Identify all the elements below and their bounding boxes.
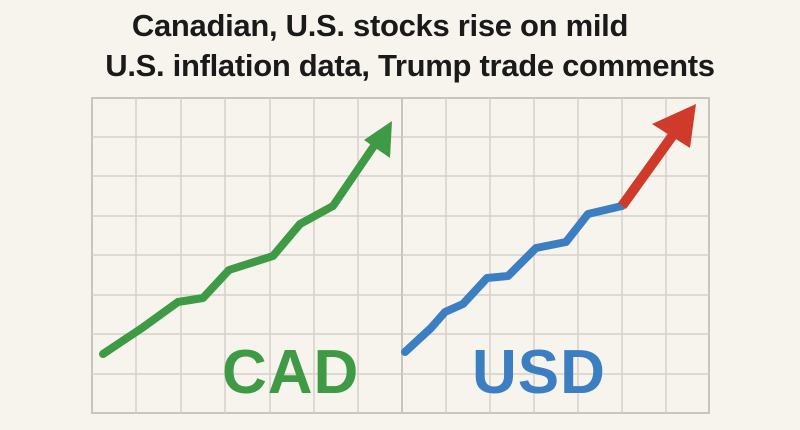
- up-trend-arrow-icon: [652, 104, 696, 148]
- cad-label: CAD: [222, 338, 360, 407]
- usd-grid: [401, 97, 710, 414]
- usd-red-arrow-shaft: [617, 125, 683, 209]
- headline: Canadian, U.S. stocks rise on mild U.S. …: [0, 6, 800, 86]
- headline-line-1: Canadian, U.S. stocks rise on mild: [131, 8, 629, 43]
- cad-arrowhead-icon: [364, 121, 392, 158]
- headline-line-2: U.S. inflation data, Trump trade comment…: [105, 48, 715, 83]
- usd-trend-line: [401, 202, 626, 356]
- usd-label: USD: [472, 338, 606, 407]
- cad-grid: [91, 97, 403, 414]
- cad-trend-line: [99, 136, 382, 358]
